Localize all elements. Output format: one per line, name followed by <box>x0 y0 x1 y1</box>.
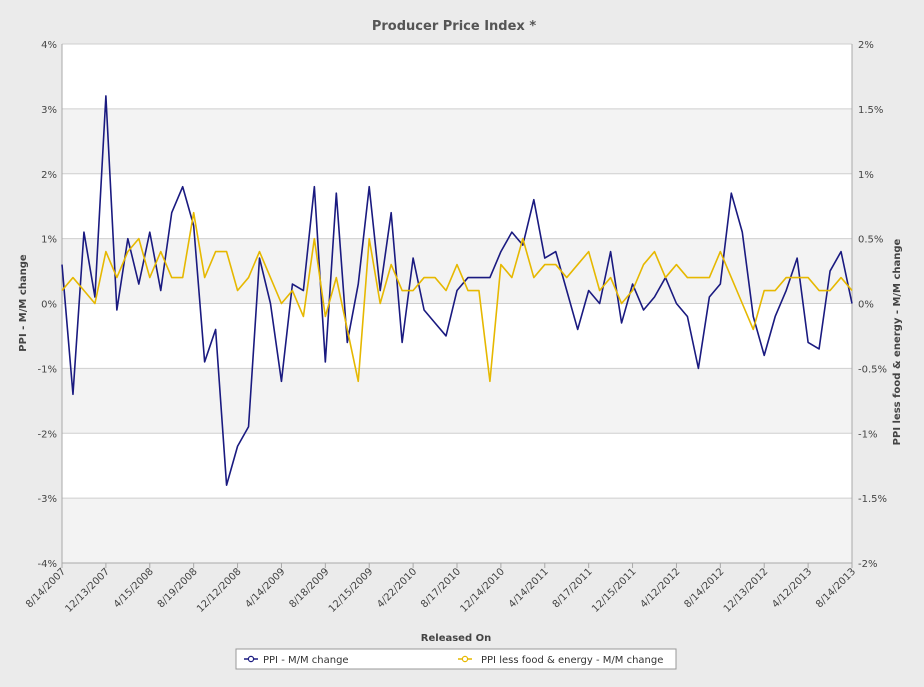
left-tick-label: -4% <box>38 559 57 570</box>
left-tick-label: -2% <box>38 429 57 440</box>
plot-band <box>62 498 852 563</box>
series-lines <box>61 95 853 486</box>
right-tick-label: 1% <box>858 170 874 181</box>
legend-marker-ppi <box>247 655 255 663</box>
legend-marker-ppi-core <box>461 655 469 663</box>
plot-band <box>62 433 852 499</box>
right-axis-ticks: 2% 1.5% 1% 0.5% 0% -0.5% -1% -1.5% -2% <box>858 40 887 570</box>
grid-lines <box>62 43 852 564</box>
right-tick-label: 2% <box>858 40 874 51</box>
right-tick-label: -0.5% <box>858 364 887 375</box>
right-tick-label: 0% <box>858 300 874 311</box>
left-axis-label: PPI - M/M change <box>18 254 29 352</box>
plot-band <box>62 303 852 369</box>
plot-band <box>62 173 852 239</box>
right-tick-label: 0.5% <box>858 235 883 246</box>
series-line-ppi-core[interactable] <box>61 211 853 383</box>
left-tick-label: -1% <box>38 364 57 375</box>
legend: PPI - M/M change PPI less food & energy … <box>235 648 677 670</box>
chart-title: Producer Price Index * <box>372 19 536 34</box>
left-axis-ticks: 4% 3% 2% 1% 0% -1% -2% -3% -4% <box>38 40 57 570</box>
legend-item-ppi-core[interactable]: PPI less food & energy - M/M change <box>458 655 663 666</box>
left-tick-label: 1% <box>41 235 57 246</box>
legend-label-ppi: PPI - M/M change <box>263 655 349 666</box>
left-tick-label: 0% <box>41 300 57 311</box>
right-axis-label: PPI less food & energy - M/M change <box>892 238 903 445</box>
x-axis-label: Released On <box>421 633 491 644</box>
right-tick-label: -1.5% <box>858 494 887 505</box>
left-tick-label: 4% <box>41 40 57 51</box>
plot-band <box>62 368 852 434</box>
left-tick-label: -3% <box>38 494 57 505</box>
legend-item-ppi[interactable]: PPI - M/M change <box>244 655 349 666</box>
series-line-ppi[interactable] <box>61 95 853 486</box>
right-tick-label: -1% <box>858 429 877 440</box>
plot-band <box>62 108 852 174</box>
legend-label-ppi-core: PPI less food & energy - M/M change <box>481 655 663 666</box>
left-tick-label: 2% <box>41 170 57 181</box>
legend-box <box>235 648 677 670</box>
right-tick-label: -2% <box>858 559 877 570</box>
left-tick-label: 3% <box>41 105 57 116</box>
plot-band <box>62 44 852 109</box>
right-tick-label: 1.5% <box>858 105 883 116</box>
